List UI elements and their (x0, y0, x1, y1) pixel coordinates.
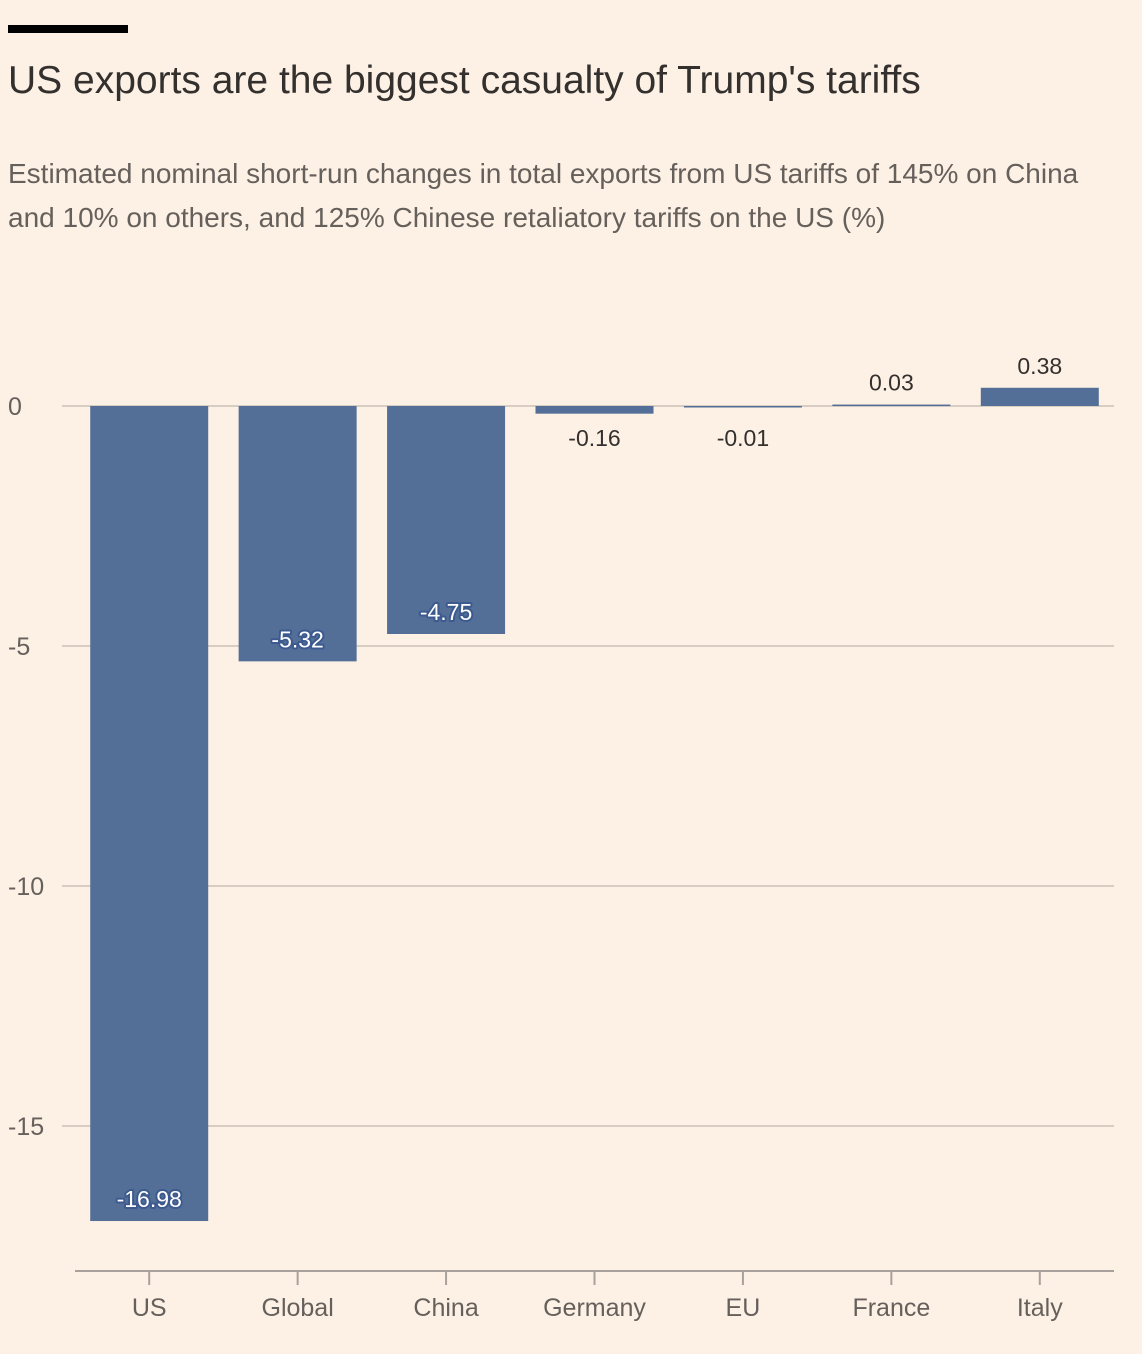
data-label: 0.03 (869, 370, 914, 396)
bar-china (387, 406, 506, 634)
x-tick-label: China (413, 1294, 478, 1322)
chart-title: US exports are the biggest casualty of T… (8, 59, 921, 102)
gridlines (62, 405, 1114, 1127)
bars (90, 387, 1099, 1222)
x-tick-label: Italy (1017, 1294, 1063, 1322)
bar-global (238, 406, 357, 662)
top-rule (8, 25, 128, 33)
x-tick-label: France (852, 1294, 930, 1322)
data-label: -0.01 (717, 425, 769, 451)
y-tick-label: -5 (8, 633, 30, 661)
bar-us (90, 406, 209, 1222)
data-label: -0.16 (568, 425, 620, 451)
y-tick-label: 0 (8, 393, 22, 421)
x-tick-label: Global (262, 1294, 334, 1322)
data-label: -5.32 (271, 626, 323, 652)
bar-france (832, 404, 951, 407)
y-axis-ticks: 0 -5 -10 -15 (8, 393, 44, 1141)
x-axis: US Global China Germany EU France Italy (75, 1270, 1114, 1322)
chart-subtitle: Estimated nominal short-run changes in t… (8, 158, 1079, 233)
data-label: 0.38 (1017, 353, 1062, 379)
y-tick-label: -10 (8, 873, 44, 901)
x-tick-label: EU (726, 1294, 761, 1322)
data-label: -16.98 (117, 1186, 182, 1212)
data-label: -4.75 (420, 599, 472, 625)
x-tick-label: US (132, 1294, 167, 1322)
bar-eu (683, 406, 802, 408)
x-tick-label: Germany (543, 1294, 646, 1322)
bar-germany (535, 406, 654, 414)
y-tick-label: -15 (8, 1113, 44, 1141)
bar-italy (980, 387, 1099, 406)
data-labels: -16.98 -5.32 -4.75 -0.16 -0.01 0.03 0.38 (115, 353, 1063, 1214)
